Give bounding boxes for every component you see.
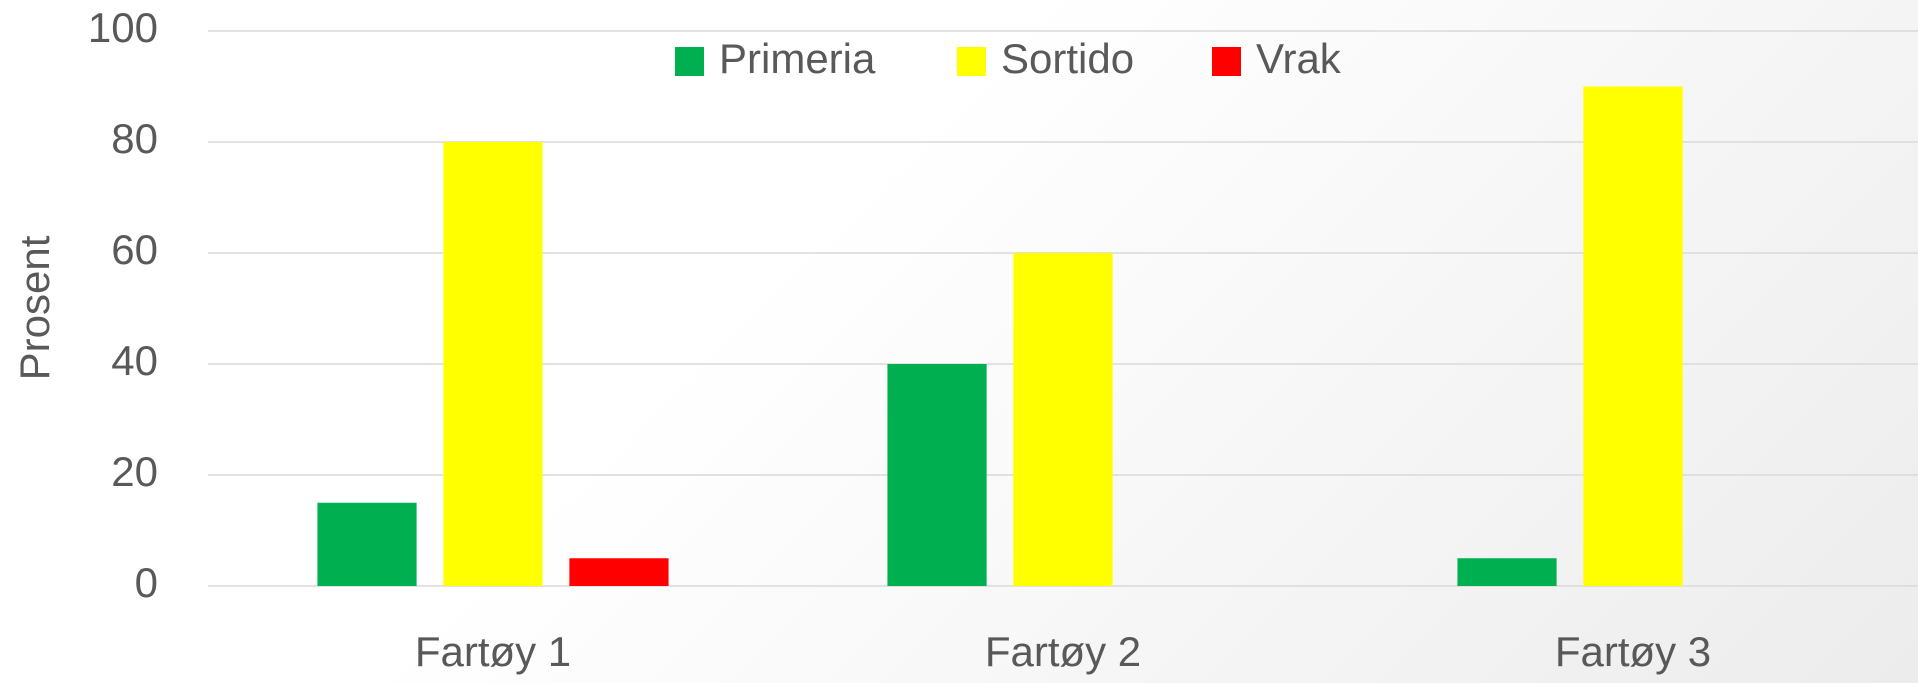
- y-tick-label: 80: [111, 115, 158, 162]
- legend-swatch: [1212, 47, 1241, 76]
- y-axis-label: Prosent: [11, 235, 58, 380]
- bar: [317, 502, 417, 586]
- y-tick-label: 100: [88, 4, 158, 51]
- bar: [1013, 253, 1113, 586]
- y-tick-label: 60: [111, 226, 158, 273]
- legend-label: Sortido: [1001, 35, 1134, 82]
- legend-label: Vrak: [1256, 35, 1342, 82]
- bar: [1457, 558, 1557, 586]
- legend-swatch: [675, 47, 704, 76]
- x-tick-label: Fartøy 3: [1555, 628, 1711, 675]
- legend-swatch: [957, 47, 986, 76]
- x-tick-label: Fartøy 1: [415, 628, 571, 675]
- bar: [1583, 86, 1683, 586]
- bar: [569, 558, 669, 586]
- bar: [887, 364, 987, 586]
- legend-label: Primeria: [719, 35, 876, 82]
- y-tick-label: 0: [135, 559, 158, 606]
- y-tick-label: 40: [111, 337, 158, 384]
- x-tick-label: Fartøy 2: [985, 628, 1141, 675]
- y-tick-label: 20: [111, 448, 158, 495]
- bar: [443, 142, 543, 586]
